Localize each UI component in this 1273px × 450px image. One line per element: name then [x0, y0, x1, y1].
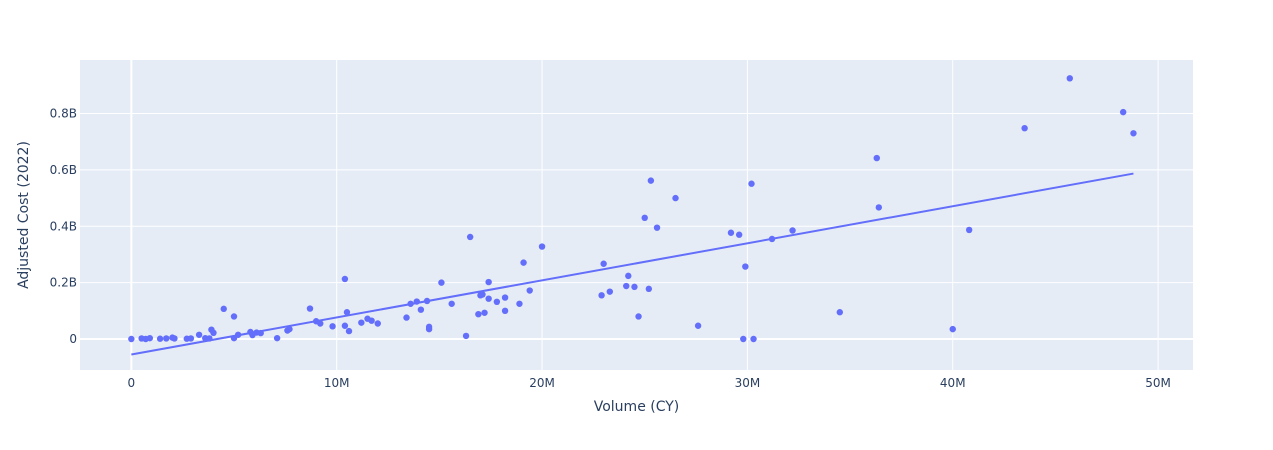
y-tick-label: 0.4B [50, 219, 77, 233]
data-point [438, 279, 445, 286]
data-point [195, 331, 203, 338]
data-point [343, 309, 351, 316]
data-point [789, 227, 796, 234]
data-point [965, 226, 973, 234]
y-axis-title: Adjusted Cost (2022) [16, 141, 32, 289]
data-point [407, 300, 414, 307]
data-point [875, 204, 883, 211]
data-point [735, 231, 743, 238]
data-point [742, 263, 749, 270]
data-point [146, 334, 154, 342]
data-point [740, 335, 747, 343]
data-point [600, 260, 607, 267]
data-point [374, 320, 381, 327]
data-point [647, 177, 655, 184]
data-point [873, 154, 880, 162]
data-point [479, 291, 486, 298]
data-point [448, 300, 455, 307]
data-point [501, 307, 509, 315]
data-point [210, 329, 217, 336]
data-point [341, 322, 349, 329]
data-point [156, 335, 164, 342]
data-point [641, 214, 648, 222]
x-tick-label: 30M [735, 376, 761, 390]
data-point [403, 314, 410, 321]
data-point [1119, 108, 1127, 116]
data-point [206, 335, 213, 342]
data-point [257, 329, 264, 337]
data-point [493, 298, 501, 305]
data-point [606, 288, 614, 295]
data-point [234, 331, 242, 338]
data-point [501, 294, 509, 301]
data-point [520, 259, 527, 266]
data-point [286, 325, 293, 333]
x-axis-title: Volume (CY) [594, 399, 680, 415]
data-point [171, 335, 178, 342]
data-point [329, 323, 336, 330]
data-point [653, 224, 661, 231]
y-tick-label: 0.6B [50, 163, 77, 177]
x-tick-labels: 0 10M 20M 30M 40M 50M [128, 376, 1171, 390]
data-point [516, 300, 523, 307]
data-point [341, 275, 349, 283]
data-point [485, 295, 492, 302]
y-tick-labels: 0 0.2B 0.4B 0.6B 0.8B [50, 107, 77, 346]
data-point [425, 323, 433, 331]
data-point [481, 309, 488, 316]
trendline [131, 172, 1134, 356]
data-point [623, 282, 630, 290]
data-point [358, 319, 365, 326]
x-tick-label: 10M [324, 376, 350, 390]
data-point [220, 305, 227, 313]
x-tick-label: 20M [529, 376, 555, 390]
data-point [187, 335, 195, 342]
data-points [128, 75, 1137, 343]
data-point [475, 311, 482, 318]
data-point [1130, 130, 1137, 137]
data-point [466, 233, 474, 241]
y-tick-label: 0.2B [50, 276, 77, 290]
data-point [345, 327, 353, 335]
data-point [368, 317, 375, 324]
data-point [750, 335, 757, 343]
data-point [423, 297, 431, 305]
y-gridlines [80, 113, 1193, 340]
data-point [1066, 75, 1073, 82]
data-point [1021, 125, 1028, 132]
data-point [768, 235, 776, 243]
data-point [163, 335, 170, 342]
x-tick-label: 40M [940, 376, 966, 390]
plot-background [80, 60, 1193, 370]
data-point [317, 320, 324, 327]
data-point [625, 272, 632, 280]
data-point [485, 278, 492, 286]
data-point [727, 229, 735, 236]
data-point [413, 298, 420, 305]
data-point [748, 180, 755, 187]
y-tick-label: 0.8B [50, 107, 77, 121]
data-point [306, 305, 314, 312]
x-tick-label: 0 [128, 376, 136, 390]
data-point [230, 313, 238, 320]
data-point [128, 335, 135, 343]
y-tick-label: 0 [69, 332, 77, 346]
data-point [598, 292, 605, 299]
data-point [462, 332, 470, 340]
data-point [631, 283, 638, 291]
data-point [417, 306, 425, 313]
data-point [949, 325, 956, 333]
data-point [836, 309, 843, 316]
data-point [635, 313, 642, 320]
data-point [538, 243, 546, 250]
data-point [273, 334, 281, 342]
data-point [645, 285, 653, 293]
data-point [526, 287, 533, 294]
data-point [694, 322, 702, 329]
x-tick-label: 50M [1145, 376, 1171, 390]
x-gridlines [130, 60, 1159, 370]
data-point [672, 194, 679, 202]
